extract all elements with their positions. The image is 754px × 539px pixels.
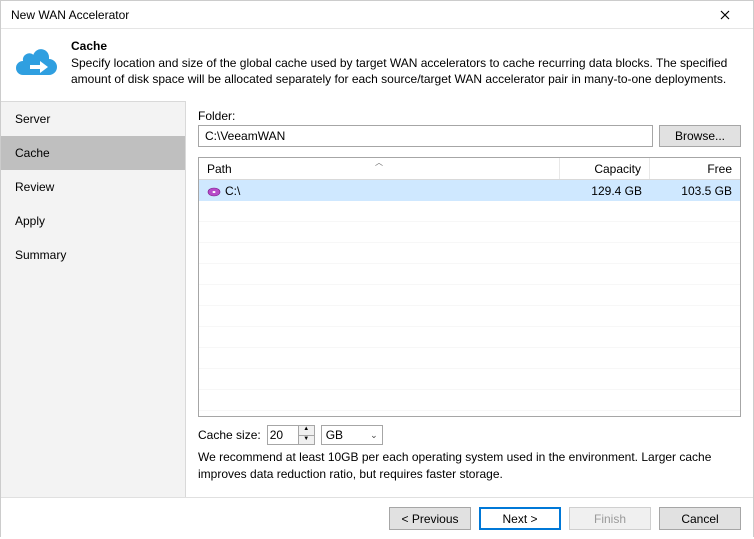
- table-body: C:\ 129.4 GB 103.5 GB: [199, 180, 740, 416]
- volumes-table: Path ︿ Capacity Free C:\ 129.4 GB 103.5 …: [198, 157, 741, 417]
- table-row[interactable]: C:\ 129.4 GB 103.5 GB: [199, 180, 740, 201]
- titlebar: New WAN Accelerator: [1, 1, 753, 29]
- browse-button[interactable]: Browse...: [659, 125, 741, 147]
- next-button[interactable]: Next >: [479, 507, 561, 530]
- row-capacity: 129.4 GB: [560, 184, 650, 198]
- disk-icon: [207, 186, 221, 196]
- folder-input[interactable]: [198, 125, 653, 147]
- row-path: C:\: [225, 184, 240, 198]
- table-header: Path ︿ Capacity Free: [199, 158, 740, 180]
- unit-value: GB: [326, 428, 343, 442]
- sidebar-item-apply[interactable]: Apply: [1, 204, 185, 238]
- close-icon: [720, 10, 730, 20]
- column-header-capacity[interactable]: Capacity: [560, 158, 650, 179]
- finish-button: Finish: [569, 507, 651, 530]
- sidebar-item-summary[interactable]: Summary: [1, 238, 185, 272]
- header-title: Cache: [71, 39, 739, 53]
- wizard-steps-sidebar: Server Cache Review Apply Summary: [1, 101, 186, 497]
- sort-indicator-icon: ︿: [375, 157, 383, 168]
- sidebar-item-review[interactable]: Review: [1, 170, 185, 204]
- sidebar-item-server[interactable]: Server: [1, 102, 185, 136]
- spin-up-button[interactable]: ▲: [299, 426, 314, 436]
- content-area: Server Cache Review Apply Summary Folder…: [1, 101, 753, 497]
- window-title: New WAN Accelerator: [11, 8, 129, 22]
- column-header-path[interactable]: Path ︿: [199, 158, 560, 179]
- cloud-arrow-icon: [15, 43, 59, 79]
- close-button[interactable]: [705, 1, 745, 29]
- column-header-free[interactable]: Free: [650, 158, 740, 179]
- wizard-header: Cache Specify location and size of the g…: [1, 29, 753, 101]
- cache-size-input[interactable]: [268, 426, 298, 444]
- cache-size-label: Cache size:: [198, 428, 261, 442]
- sidebar-item-cache[interactable]: Cache: [1, 136, 185, 170]
- spin-down-button[interactable]: ▼: [299, 436, 314, 445]
- cache-size-unit-select[interactable]: GB ⌄: [321, 425, 383, 445]
- header-description: Specify location and size of the global …: [71, 55, 739, 87]
- folder-label: Folder:: [198, 109, 741, 123]
- chevron-down-icon: ⌄: [370, 430, 378, 441]
- cache-size-hint: We recommend at least 10GB per each oper…: [198, 449, 741, 481]
- cancel-button[interactable]: Cancel: [659, 507, 741, 530]
- main-panel: Folder: Browse... Path ︿ Capacity Free: [186, 101, 753, 497]
- previous-button[interactable]: < Previous: [389, 507, 471, 530]
- cache-size-spinner[interactable]: ▲ ▼: [267, 425, 315, 445]
- row-free: 103.5 GB: [650, 184, 740, 198]
- wizard-footer: < Previous Next > Finish Cancel: [1, 497, 753, 539]
